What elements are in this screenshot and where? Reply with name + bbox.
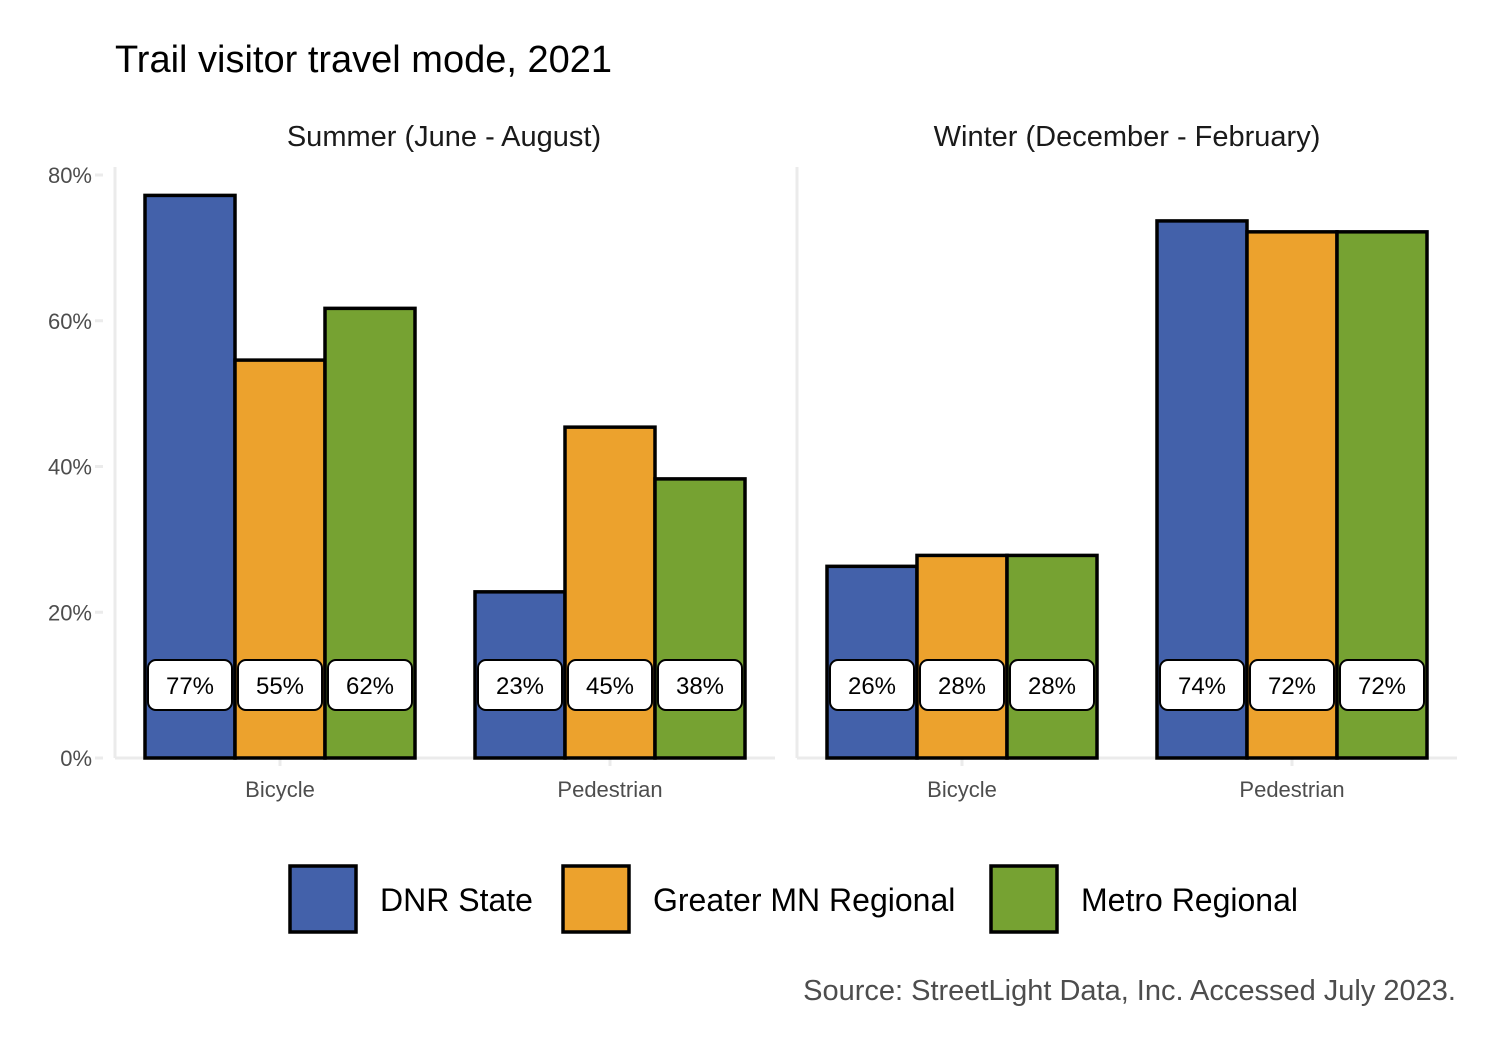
- legend-swatch: [288, 864, 358, 934]
- x-tick-label: Pedestrian: [1239, 777, 1344, 802]
- data-label: 72%: [1268, 673, 1316, 700]
- panel-title: Winter (December - February): [934, 121, 1321, 153]
- data-label-box: [327, 659, 413, 711]
- data-label: 28%: [1028, 673, 1076, 700]
- x-tick-label: Bicycle: [245, 777, 315, 802]
- data-label: 55%: [256, 673, 304, 700]
- data-label-box: [657, 659, 743, 711]
- data-label-box: [1339, 659, 1425, 711]
- data-label-box: [477, 659, 563, 711]
- data-label-box: [567, 659, 653, 711]
- data-label-box: [1009, 659, 1095, 711]
- data-label: 45%: [586, 673, 634, 700]
- legend: DNR State Greater MN Regional Metro Region…: [288, 864, 1298, 934]
- data-label: 28%: [938, 673, 986, 700]
- y-tick-label: 20%: [48, 600, 92, 625]
- data-label-box: [1159, 659, 1245, 711]
- panel-title: Summer (June - August): [287, 121, 601, 153]
- data-label-box: [829, 659, 915, 711]
- data-label: 74%: [1178, 673, 1226, 700]
- y-tick-label: 80%: [48, 163, 92, 188]
- x-tick-label: Bicycle: [927, 777, 997, 802]
- data-label-box: [237, 659, 323, 711]
- plot-area: 0% 20% 40% 60% 80% Summer (June - August) Bicy…: [48, 121, 1457, 802]
- x-tick-label: Pedestrian: [557, 777, 662, 802]
- chart-title: Trail visitor travel mode, 2021: [115, 39, 612, 81]
- facet-panel: Summer (June - August) Bicycle 77% 55% 62% Pe…: [113, 121, 775, 802]
- chart-caption: Source: StreetLight Data, Inc. Accessed …: [803, 975, 1456, 1007]
- bar: [1005, 553, 1099, 760]
- data-label: 77%: [166, 673, 214, 700]
- legend-swatch: [989, 864, 1059, 934]
- bar: [915, 553, 1009, 760]
- data-label-box: [1249, 659, 1335, 711]
- data-label: 26%: [848, 673, 896, 700]
- legend-label: Greater MN Regional: [653, 882, 955, 918]
- data-label: 72%: [1358, 673, 1406, 700]
- y-tick-label: 0%: [60, 746, 92, 771]
- legend-label: Metro Regional: [1081, 882, 1298, 918]
- y-tick-label: 40%: [48, 455, 92, 480]
- data-label: 62%: [346, 673, 394, 700]
- data-label-box: [919, 659, 1005, 711]
- data-label: 38%: [676, 673, 724, 700]
- bar: [653, 477, 747, 760]
- data-label: 23%: [496, 673, 544, 700]
- data-label-box: [147, 659, 233, 711]
- legend-swatch: [561, 864, 631, 934]
- facet-panel: Winter (December - February) Bicycle 26% 28…: [795, 121, 1457, 802]
- legend-label: DNR State: [380, 882, 533, 918]
- y-tick-label: 60%: [48, 309, 92, 334]
